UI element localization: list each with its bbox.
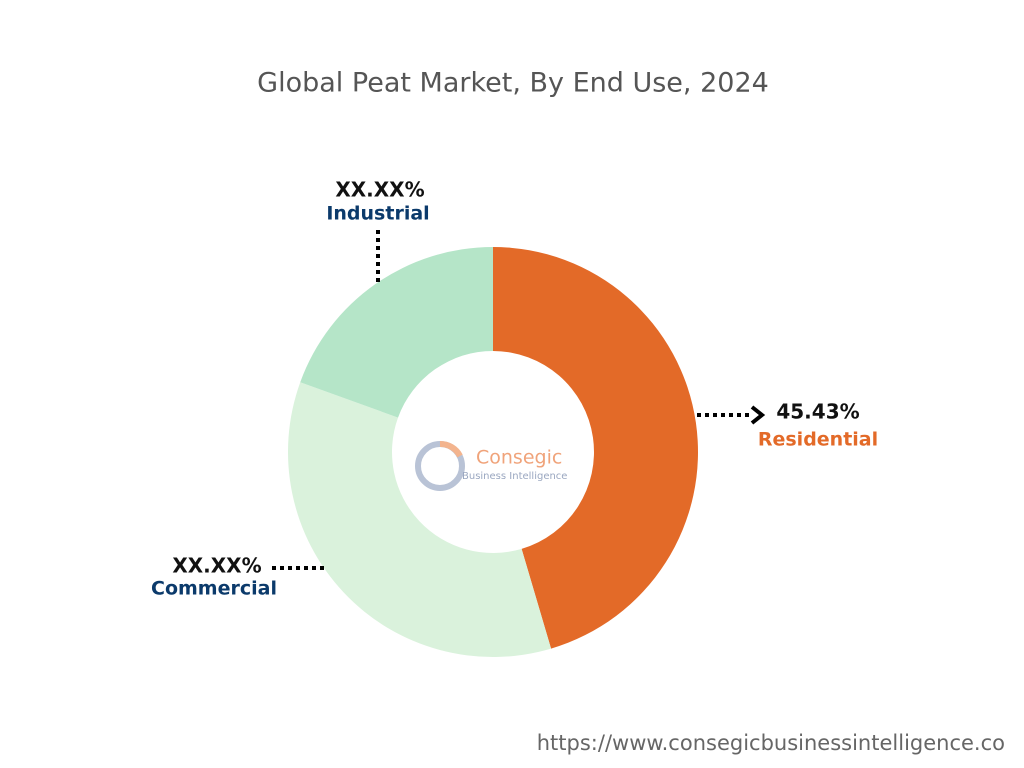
value-label: 45.43%: [776, 400, 859, 424]
logo-accent: [439, 441, 463, 458]
donut-segment: [288, 382, 552, 657]
chart-title: Global Peat Market, By End Use, 2024: [257, 68, 769, 99]
donut-segment: [300, 247, 493, 418]
logo-tagline: Business Intelligence: [462, 471, 567, 482]
value-label: XX.XX%: [335, 178, 424, 202]
source-url: https://www.consegicbusinessintelligence…: [537, 731, 1005, 755]
value-label: XX.XX%: [172, 554, 261, 578]
category-label: Residential: [758, 429, 878, 451]
logo-name: Consegic: [476, 447, 562, 469]
category-label: Industrial: [326, 203, 429, 225]
category-label: Commercial: [151, 578, 277, 600]
donut-segment: [493, 247, 698, 649]
leader-arrow: [750, 405, 766, 425]
